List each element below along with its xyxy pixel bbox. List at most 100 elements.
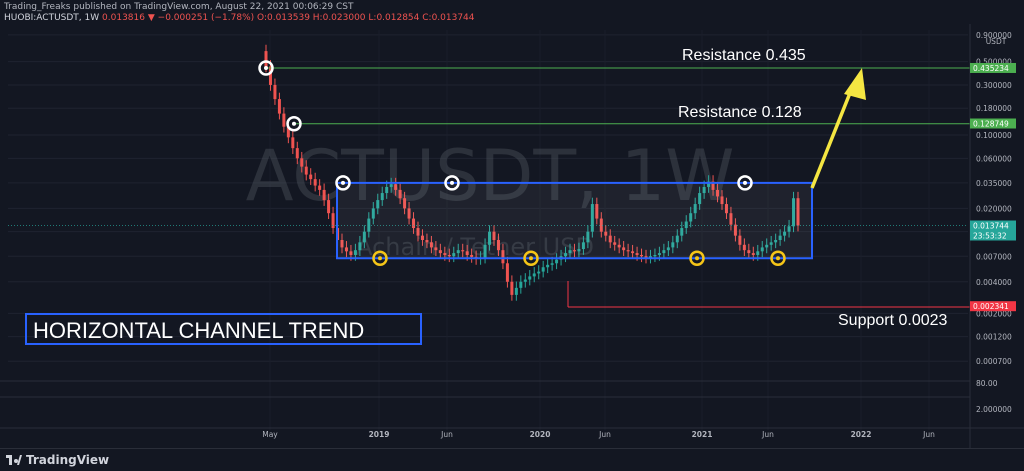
candle-body	[595, 204, 599, 219]
candle-body	[376, 200, 380, 209]
down-triangle-icon: ▼	[147, 13, 155, 23]
candle-body	[778, 235, 782, 240]
candle-body	[680, 228, 684, 236]
pivot-high-marker	[335, 175, 351, 191]
candle-body	[622, 247, 626, 251]
breakout-arrow	[810, 87, 854, 189]
candle-body	[264, 51, 268, 67]
price-axis-unit: USDT	[986, 37, 1007, 46]
pivot-low-dot	[529, 256, 533, 261]
candle-body	[371, 208, 375, 219]
x-tick-label: Jun	[761, 430, 774, 439]
pivot-low-marker	[689, 250, 705, 267]
candle-body	[733, 224, 737, 236]
candle-body	[648, 256, 652, 258]
candle-body	[756, 251, 760, 255]
y-tick-label: 0.002000	[976, 309, 1012, 318]
price-label-last	[970, 220, 1016, 241]
candle-body	[443, 253, 447, 255]
y-tick-label: 0.035000	[976, 179, 1012, 188]
y-tick-label: 0.000700	[976, 357, 1012, 366]
candle-body	[783, 231, 787, 236]
candle-body	[300, 158, 304, 167]
candle-body	[282, 113, 286, 127]
pivot-high-marker	[444, 175, 460, 191]
candle-body	[684, 221, 688, 229]
candle-body	[420, 235, 424, 240]
candle-body	[412, 218, 416, 229]
candle-body	[662, 250, 666, 254]
y-tick-label: 0.100000	[976, 131, 1012, 140]
watermark-description: Achain / Tether USD	[356, 233, 594, 261]
x-tick-label: 2019	[369, 430, 390, 439]
y-tick-label: 0.004000	[976, 278, 1012, 287]
candle-body	[461, 250, 465, 252]
candle-body	[640, 254, 644, 257]
candle-body	[564, 253, 568, 257]
candle-body	[358, 242, 362, 251]
candle-body	[389, 184, 393, 187]
candle-body	[760, 247, 764, 252]
candle-body	[465, 251, 469, 255]
candle-body	[514, 287, 518, 295]
time-axis[interactable]: May 2019 Jun 2020 Jun 2021 Jun 2022 Jun	[0, 427, 1024, 439]
pivot-low-dot	[695, 256, 699, 261]
candle-body	[774, 239, 778, 243]
pattern-label: HORIZONTAL CHANNEL TREND	[33, 318, 364, 343]
candle-body	[693, 204, 697, 214]
publish-info: Trading_Freaks published on TradingView.…	[4, 2, 354, 12]
candle-body	[707, 181, 711, 187]
last-price: 0.013816	[102, 13, 145, 23]
candle-body	[438, 250, 442, 254]
pivot-low-dot	[378, 256, 382, 261]
candle-body	[362, 231, 366, 243]
candle-body	[729, 213, 733, 225]
candle-body	[344, 247, 348, 252]
candle-body	[613, 242, 617, 245]
chart-grid	[0, 30, 970, 430]
candle-body	[631, 251, 635, 254]
candle-body	[318, 185, 322, 190]
candle-body	[769, 242, 773, 245]
resistance-1-label: Resistance 0.435	[682, 47, 806, 64]
pivot-high-dot	[450, 180, 454, 185]
candle-body	[742, 244, 746, 251]
pivot-high-dot	[341, 180, 345, 185]
candle-body	[523, 279, 527, 282]
candle-body	[304, 166, 308, 175]
horizontal-channel	[336, 181, 813, 260]
pivot-high-marker	[737, 175, 753, 191]
candle-body	[702, 186, 706, 194]
y-tick-label: 0.900000	[976, 31, 1012, 40]
watermark-symbol: ACTUSDT, 1W	[246, 135, 735, 217]
candle-body	[416, 228, 420, 236]
candle-body	[403, 198, 407, 209]
candle-body	[434, 247, 438, 251]
price-change: −0.000251 (−1.78%)	[157, 13, 255, 23]
candle-body	[331, 213, 335, 229]
candle-body	[492, 231, 496, 240]
candle-body	[653, 254, 657, 257]
candle-body	[698, 193, 702, 205]
price-chart[interactable]: ACTUSDT, 1W Achain / Tether USD Resistan…	[0, 0, 1024, 448]
candle-body	[322, 189, 326, 201]
candle-body	[666, 247, 670, 251]
candle-body	[349, 251, 353, 255]
y-tick-label: 0.060000	[976, 154, 1012, 163]
tradingview-brand: TradingView	[26, 453, 110, 467]
candle-body	[555, 259, 559, 264]
pivot-high-dot	[743, 180, 747, 185]
pivot-markers	[258, 60, 786, 267]
symbol-interval[interactable]: HUOBI:ACTUSDT, 1W	[4, 13, 100, 23]
candle-body	[541, 267, 545, 272]
candle-body	[496, 239, 500, 251]
tradingview-logo[interactable]: TradingView	[6, 453, 109, 467]
candle-body	[689, 213, 693, 222]
pane2-tick: 2.000000	[976, 405, 1012, 414]
candlestick-series	[264, 44, 800, 301]
candle-body	[657, 253, 661, 255]
x-tick-label: Jun	[598, 430, 611, 439]
candle-body	[792, 198, 796, 227]
candle-body	[711, 181, 715, 190]
